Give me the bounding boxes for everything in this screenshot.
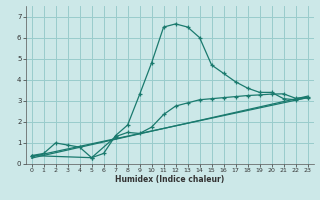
X-axis label: Humidex (Indice chaleur): Humidex (Indice chaleur): [115, 175, 224, 184]
